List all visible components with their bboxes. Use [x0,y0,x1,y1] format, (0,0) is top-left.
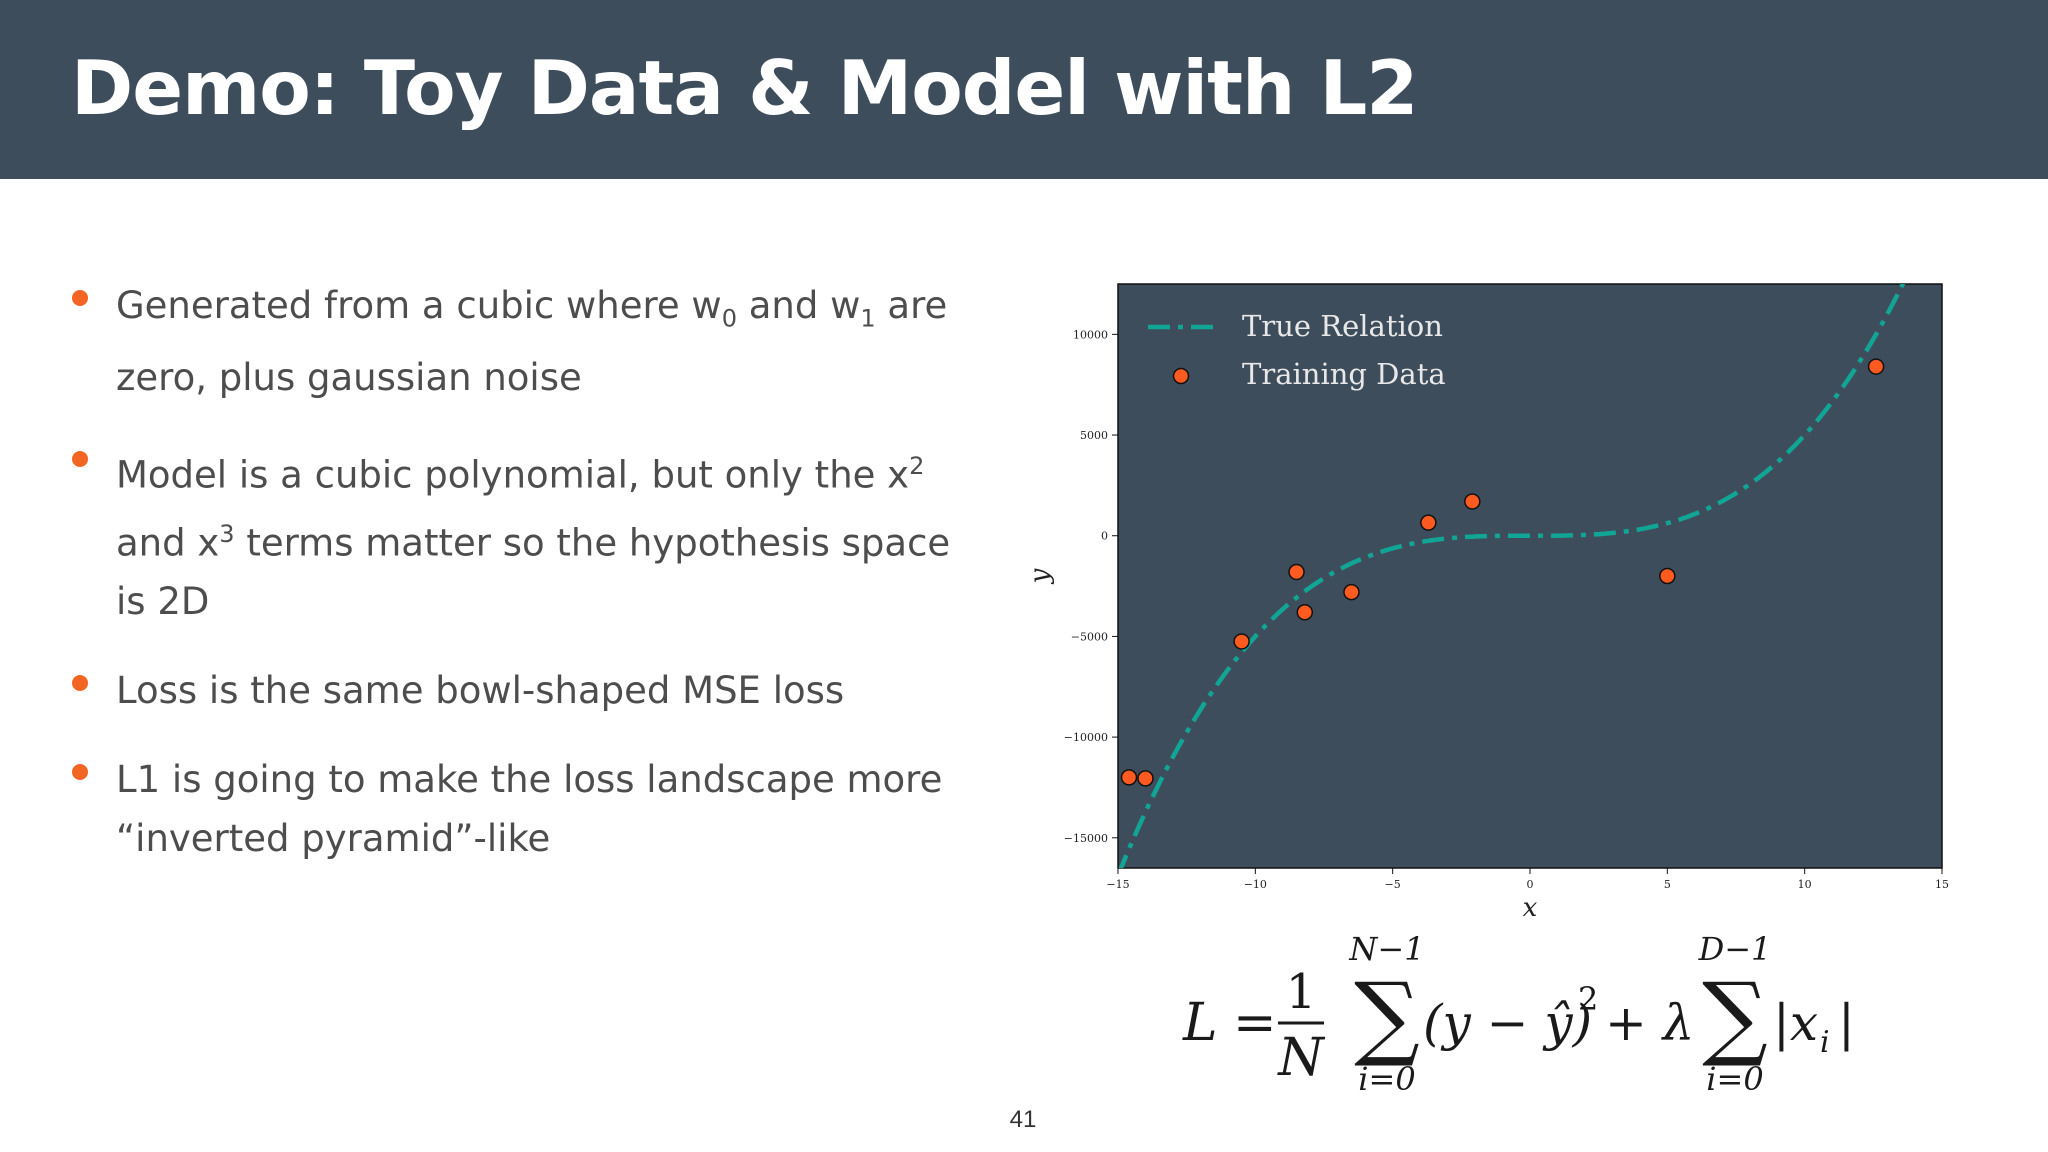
superscript: 2 [909,452,925,481]
bullet-dot-icon [72,290,88,306]
legend-label: True Relation [1242,309,1443,343]
bullet-item: Generated from a cubic where w0 and w1 a… [70,276,970,407]
x-tick-label: 10 [1798,878,1812,891]
bullet-item: Model is a cubic polynomial, but only th… [70,437,970,631]
x-axis-label: x [1523,893,1538,923]
sum2-upper-limit: D−1 [1698,930,1772,968]
x-tick-label: −15 [1106,878,1129,891]
training-data-point [1867,358,1885,375]
formula-abs-close: | [1838,994,1855,1052]
x-tick-label: 0 [1527,878,1534,891]
training-data-point [1659,567,1676,585]
legend-marker-swatch [1172,367,1190,385]
formula-fraction-denominator: N [1276,1028,1325,1088]
bullet-text: terms matter so the hypothesis space is … [116,521,951,624]
training-data-point [1343,583,1360,601]
formula-lhs: L [1182,993,1218,1053]
y-tick-label: −10000 [1064,731,1108,744]
x-tick-label: −5 [1385,878,1401,891]
bullet-list: Generated from a cubic where w0 and w1 a… [70,276,970,898]
bullet-text: and x [116,521,220,565]
sum1-lower-limit: i=0 [1358,1060,1415,1098]
training-data-point [1420,514,1437,531]
training-data-point [1137,770,1154,787]
bullet-item: Loss is the same bowl-shaped MSE loss [70,661,970,720]
legend-label: Training Data [1242,357,1446,391]
y-tick-label: 5000 [1080,429,1108,442]
bullet-dot-icon [72,675,88,692]
superscript: 3 [219,519,235,548]
subscript: 1 [860,304,876,333]
training-data-point [1288,563,1305,581]
training-data-point [1233,633,1250,650]
x-tick-label: 15 [1935,878,1949,891]
x-tick-label: −10 [1244,878,1267,891]
training-data-point [1296,603,1314,621]
sum2-sigma-icon: ∑ [1702,963,1768,1070]
bullet-text: Generated from a cubic where w [116,284,722,327]
subscript: 0 [721,304,737,333]
bullet-text: and w [736,284,861,327]
plot-area [1117,283,1943,869]
formula-abs-x: |x [1773,994,1818,1052]
y-tick-label: 0 [1101,530,1108,543]
formula-plus-lambda: + λ [1605,994,1694,1052]
bullet-dot-icon [72,764,88,781]
training-data-point [1120,769,1138,786]
y-tick-label: 10000 [1073,328,1108,341]
bullet-text: L1 is going to make the loss landscape m… [116,758,943,861]
page-number: 41 [1009,1106,1037,1133]
sum1-sigma-icon: ∑ [1354,963,1420,1070]
y-tick-label: −15000 [1064,832,1108,845]
bullet-text: Model is a cubic polynomial, but only th… [116,453,910,497]
formula-exponent: 2 [1578,980,1598,1018]
bullet-item: L1 is going to make the loss landscape m… [70,750,970,868]
sum2-lower-limit: i=0 [1706,1060,1763,1098]
training-data-point [1464,493,1481,510]
true-relation-line [1118,284,1906,868]
formula-squared-error: (y − ŷ) [1423,994,1592,1052]
formula-subscript-i: i [1820,1025,1830,1060]
title-bar: Demo: Toy Data & Model with L2 [0,0,2048,179]
y-tick-label: −5000 [1071,630,1108,643]
bullet-text: are zero, plus gaussian noise [116,284,948,400]
bullet-dot-icon [72,451,88,468]
bullet-text: Loss is the same bowl-shaped MSE loss [116,669,845,713]
formula-fraction-numerator: 1 [1286,964,1317,1020]
y-axis-label: y [1025,568,1055,584]
x-tick-label: 5 [1664,878,1671,891]
sum1-upper-limit: N−1 [1348,930,1424,968]
formula-equals: = [1233,993,1277,1053]
loss-formula: L = 1 N N−1 ∑ i=0 (y − ŷ) 2 + λ D−1 ∑ i=… [1182,930,1855,1098]
slide-title: Demo: Toy Data & Model with L2 [71,44,1418,132]
scatter-chart: −15 −10 −5 0 5 10 15 −15000 −10000 −5000 0 5000 1000… [1025,283,1949,923]
